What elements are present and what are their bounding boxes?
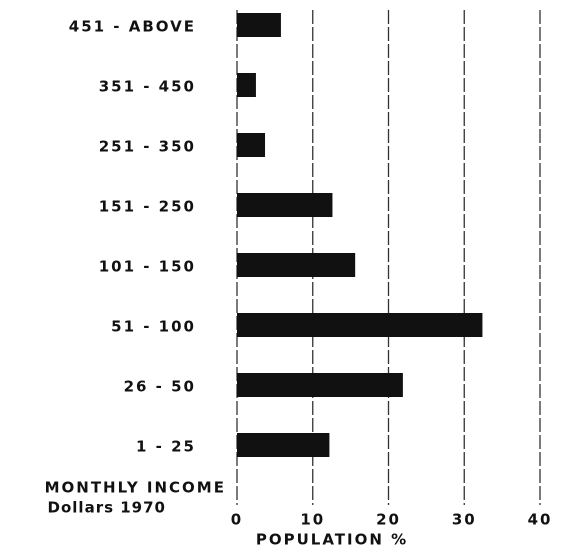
x-tick-label: 10 bbox=[300, 511, 325, 529]
y-tick-label: 251 - 350 bbox=[99, 138, 196, 156]
bar bbox=[237, 13, 281, 37]
y-tick-label: 351 - 450 bbox=[99, 78, 196, 96]
y-tick-label: 1 - 25 bbox=[136, 438, 196, 456]
x-tick-label: 40 bbox=[528, 511, 553, 529]
y-tick-label: 26 - 50 bbox=[124, 378, 196, 396]
bar bbox=[237, 433, 330, 457]
bar bbox=[237, 253, 356, 277]
y-tick-label: 51 - 100 bbox=[111, 318, 196, 336]
y-tick-label: 451 - ABOVE bbox=[69, 18, 196, 36]
bar bbox=[237, 73, 256, 97]
x-tick-label: 30 bbox=[452, 511, 477, 529]
bar bbox=[237, 313, 483, 337]
x-axis-label: POPULATION % bbox=[256, 531, 408, 549]
y-tick-label: 151 - 250 bbox=[99, 198, 196, 216]
x-tick-label: 20 bbox=[376, 511, 401, 529]
y-tick-label: 101 - 150 bbox=[99, 258, 196, 276]
bar bbox=[237, 193, 333, 217]
y-axis-label: MONTHLY INCOME bbox=[45, 479, 226, 497]
y-axis-label: Dollars 1970 bbox=[48, 499, 166, 517]
x-tick-label: 0 bbox=[231, 511, 243, 529]
bar bbox=[237, 373, 403, 397]
bar bbox=[237, 133, 266, 157]
